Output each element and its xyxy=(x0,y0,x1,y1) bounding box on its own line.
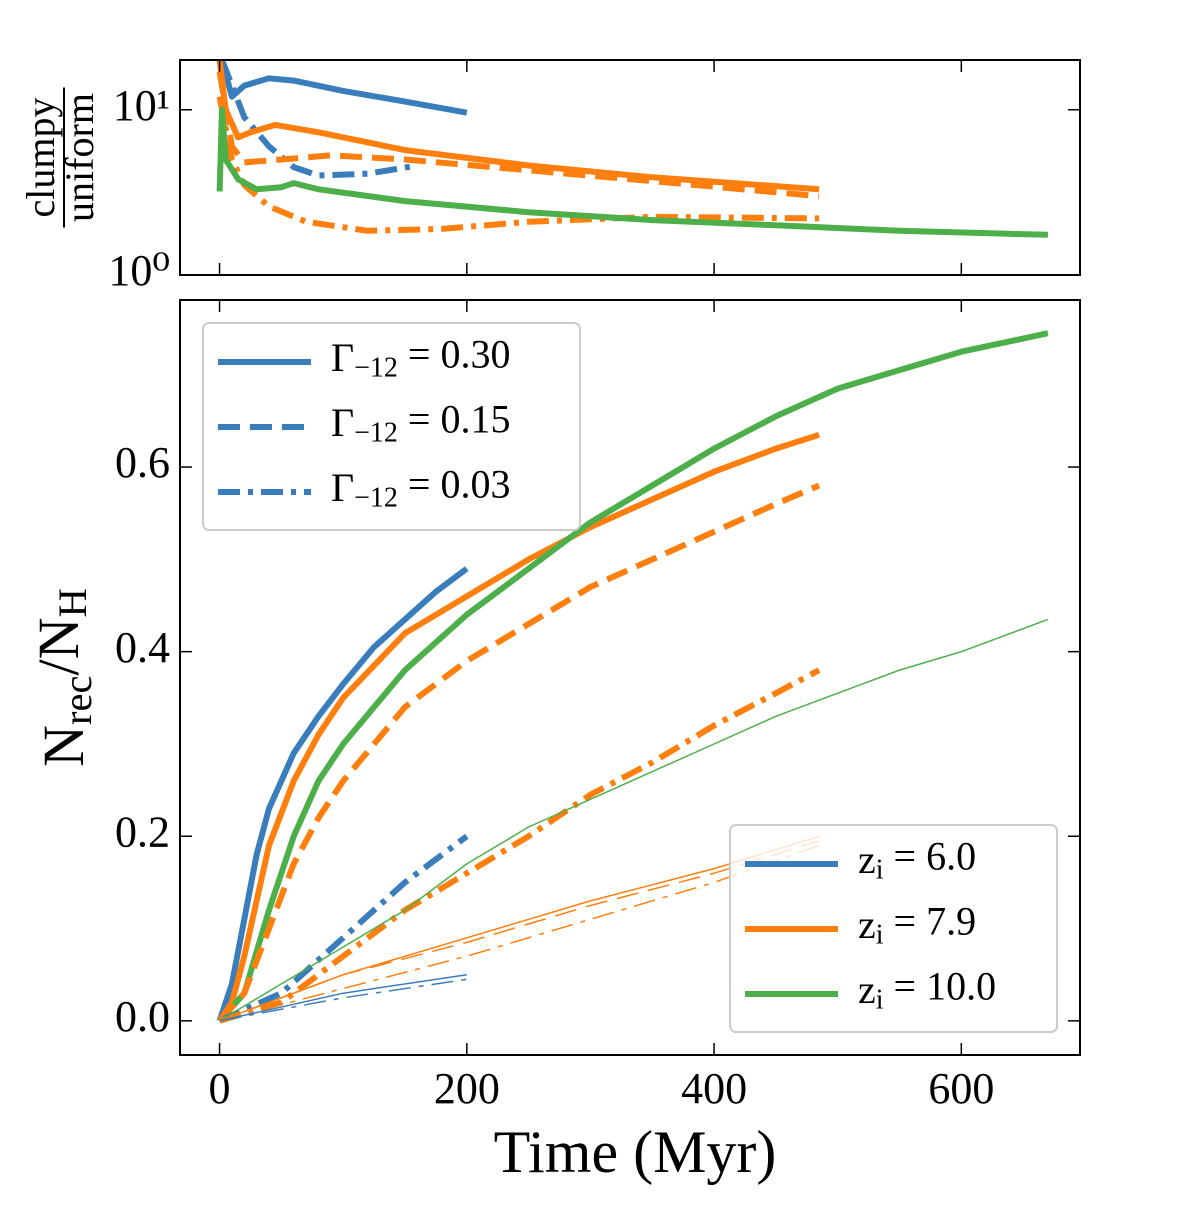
y-tick-label: 0.2 xyxy=(115,807,170,856)
subscript: i xyxy=(876,920,884,951)
axes-frame xyxy=(179,299,1081,1056)
label-part: = 10.0 xyxy=(884,964,997,1009)
label-part: = 6.0 xyxy=(884,834,977,879)
y-tick-label: 0.6 xyxy=(115,438,170,487)
rich-label: zi = 7.9 xyxy=(858,899,976,951)
y-tick-label: 10¹ xyxy=(113,81,170,130)
y-label-denominator: uniform xyxy=(57,93,102,222)
data-line xyxy=(216,96,820,234)
rich-label: Γ−12 = 0.15 xyxy=(331,397,510,449)
axes-frame xyxy=(179,59,1081,276)
subscript: i xyxy=(876,985,884,1016)
data-line xyxy=(216,106,1048,238)
x-tick-label: 200 xyxy=(434,1064,500,1113)
legend-box xyxy=(202,322,581,531)
x-tick-label: 400 xyxy=(681,1064,747,1113)
label-part: Γ xyxy=(331,465,354,510)
label-part: = 7.9 xyxy=(884,899,977,944)
label-part: Γ xyxy=(331,400,354,445)
legend-box xyxy=(729,824,1058,1033)
subscript: −12 xyxy=(354,483,398,514)
data-line xyxy=(218,667,821,1024)
subscript: H xyxy=(50,588,95,617)
data-line xyxy=(216,60,820,193)
data-line xyxy=(216,566,469,1022)
label-part: = 0.03 xyxy=(398,462,511,507)
data-line xyxy=(216,71,820,200)
data-line xyxy=(217,482,821,1023)
label-part: /N xyxy=(26,617,91,675)
data-line xyxy=(217,330,1049,1023)
label-part: z xyxy=(858,902,876,947)
y-tick-label: 10⁰ xyxy=(108,246,170,295)
x-tick-label: 600 xyxy=(928,1064,994,1113)
label-part: z xyxy=(858,967,876,1012)
data-line xyxy=(219,60,468,116)
label-part: Γ xyxy=(331,335,354,380)
rich-label: zi = 6.0 xyxy=(858,834,976,886)
data-line xyxy=(219,618,1049,1022)
y-label-numerator: clumpy xyxy=(18,98,63,218)
data-line xyxy=(219,978,467,1022)
y-tick-label: 0.4 xyxy=(115,623,170,672)
data-line xyxy=(219,840,820,1022)
label-part: N xyxy=(31,725,96,767)
rich-label: Γ−12 = 0.30 xyxy=(331,332,510,384)
subscript: −12 xyxy=(354,418,398,449)
data-line xyxy=(218,833,469,1024)
rich-label: Γ−12 = 0.03 xyxy=(331,462,510,514)
rich-label: zi = 10.0 xyxy=(858,964,996,1016)
x-label: Time (Myr) xyxy=(494,1119,777,1185)
rich-label: Nrec/NH xyxy=(26,588,100,767)
data-line xyxy=(219,973,467,1022)
y-tick-label: 0.0 xyxy=(115,992,170,1041)
subscript: i xyxy=(876,855,884,886)
data-line xyxy=(217,431,821,1023)
label-part: z xyxy=(858,837,876,882)
plot-area xyxy=(216,60,1048,238)
label-part: = 0.30 xyxy=(398,332,511,377)
label-part: = 0.15 xyxy=(398,397,511,442)
x-tick-label: 0 xyxy=(209,1064,231,1113)
subscript: −12 xyxy=(354,353,398,384)
subscript: rec xyxy=(55,675,100,725)
data-line xyxy=(219,60,418,179)
